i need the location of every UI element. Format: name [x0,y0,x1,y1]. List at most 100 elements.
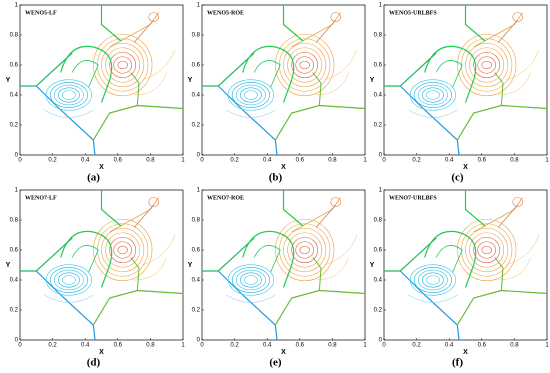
contour-line [288,233,322,267]
x-axis-label: X [281,349,286,356]
contour-line [408,295,457,303]
contours [384,190,547,340]
x-tick-label: 0 [18,158,22,164]
contour-line [218,86,277,155]
y-tick-label: 0.8 [374,218,383,224]
panel-caption: (d) [87,357,101,369]
contour-line [466,5,486,41]
contour-line [457,291,547,326]
x-tick-label: 0.8 [510,343,519,349]
x-tick-label: 1 [363,343,367,349]
contour-line [93,106,183,141]
contour-line [106,48,140,82]
contour-line [243,46,294,102]
contour-line [408,110,457,118]
contour-line [54,270,83,290]
x-tick-label: 0.8 [146,343,155,349]
x-tick-label: 0.4 [81,343,90,349]
contour-line [284,190,304,226]
contour-line [506,50,539,80]
panel: 0 0.2 0.4 0.6 0.8 1 0 0.2 0.4 0.6 0.8 1 X Y WENO5-URLB… [370,3,550,184]
y-tick-label: 0 [15,153,19,159]
contour-line [279,224,330,277]
contour-line [470,48,504,82]
x-tick-label: 1 [181,158,185,164]
contour-line [50,82,87,107]
y-axis-label: Y [188,262,193,269]
contour-line [275,34,334,96]
contour-line [425,46,476,102]
y-tick-label: 0.6 [374,63,383,69]
y-tick-label: 0.6 [10,63,19,69]
panel-title: WENO5-URLBFS [389,10,437,16]
contour-line [232,267,269,292]
x-tick-label: 0 [200,343,204,349]
contour-line [324,50,357,80]
y-tick-label: 0.6 [374,248,383,254]
contour-line [470,233,504,267]
contour-line [93,219,152,281]
contours [20,5,183,155]
contour-line [240,88,261,102]
y-tick-label: 0.2 [10,308,19,314]
contour-line [275,219,334,281]
y-tick-label: 0.8 [192,218,201,224]
contour-line [114,242,132,259]
contour-line [482,61,492,69]
x-tick-label: 0.2 [48,343,57,349]
contour-line [102,43,144,86]
contour-line [72,60,98,87]
contour-line [296,57,314,74]
x-tick-label: 0.2 [48,158,57,164]
y-tick-label: 0.2 [192,308,201,314]
y-tick-label: 0.8 [10,218,19,224]
contour-line [495,258,503,291]
contour-line [131,258,139,291]
x-axis-label: X [463,164,468,171]
x-tick-label: 1 [363,158,367,164]
contour-line [422,273,443,287]
y-tick-label: 0.4 [10,278,19,284]
contour-line [400,271,459,340]
contour-line [384,238,436,271]
contour-line [149,198,159,207]
panel: 0 0.2 0.4 0.6 0.8 1 0 0.2 0.4 0.6 0.8 1 X Y WENO5-LF (a… [6,3,186,184]
contour-line [254,60,280,87]
contour-line [20,238,72,271]
contour-line [426,91,439,100]
panel-caption: (f) [452,357,463,369]
contour-line [226,110,275,118]
contour-line [275,106,365,141]
y-tick-label: 0 [197,153,201,159]
plot-area [19,4,184,156]
contour-line [506,235,539,265]
contour-line [400,86,459,155]
contour-line [228,265,274,296]
contour-line [36,86,95,155]
x-tick-label: 0 [200,158,204,164]
x-axis-label: X [281,164,286,171]
contour-line [72,245,98,272]
contours [384,5,547,155]
y-tick-label: 0.6 [192,248,201,254]
contour-line [218,271,277,340]
y-tick-label: 0 [197,338,201,344]
contour-line [226,295,275,303]
x-axis-label: X [463,349,468,356]
contour-line [316,20,336,43]
contour-line [457,106,547,141]
panel: 0 0.2 0.4 0.6 0.8 1 0 0.2 0.4 0.6 0.8 1 X Y WENO7-URLB… [370,188,550,369]
contour-line [498,205,518,228]
contour-line [142,50,175,80]
contour-line [436,60,462,87]
contours [202,5,365,155]
contour-line [46,80,92,111]
contour-line [20,53,72,86]
contour-line [410,265,456,296]
y-tick-label: 0.2 [374,308,383,314]
contour-line [313,73,321,106]
contour-line [495,73,503,106]
contour-line [288,48,322,82]
panel-title: WENO7-LF [25,195,57,201]
contour-line [62,276,75,285]
